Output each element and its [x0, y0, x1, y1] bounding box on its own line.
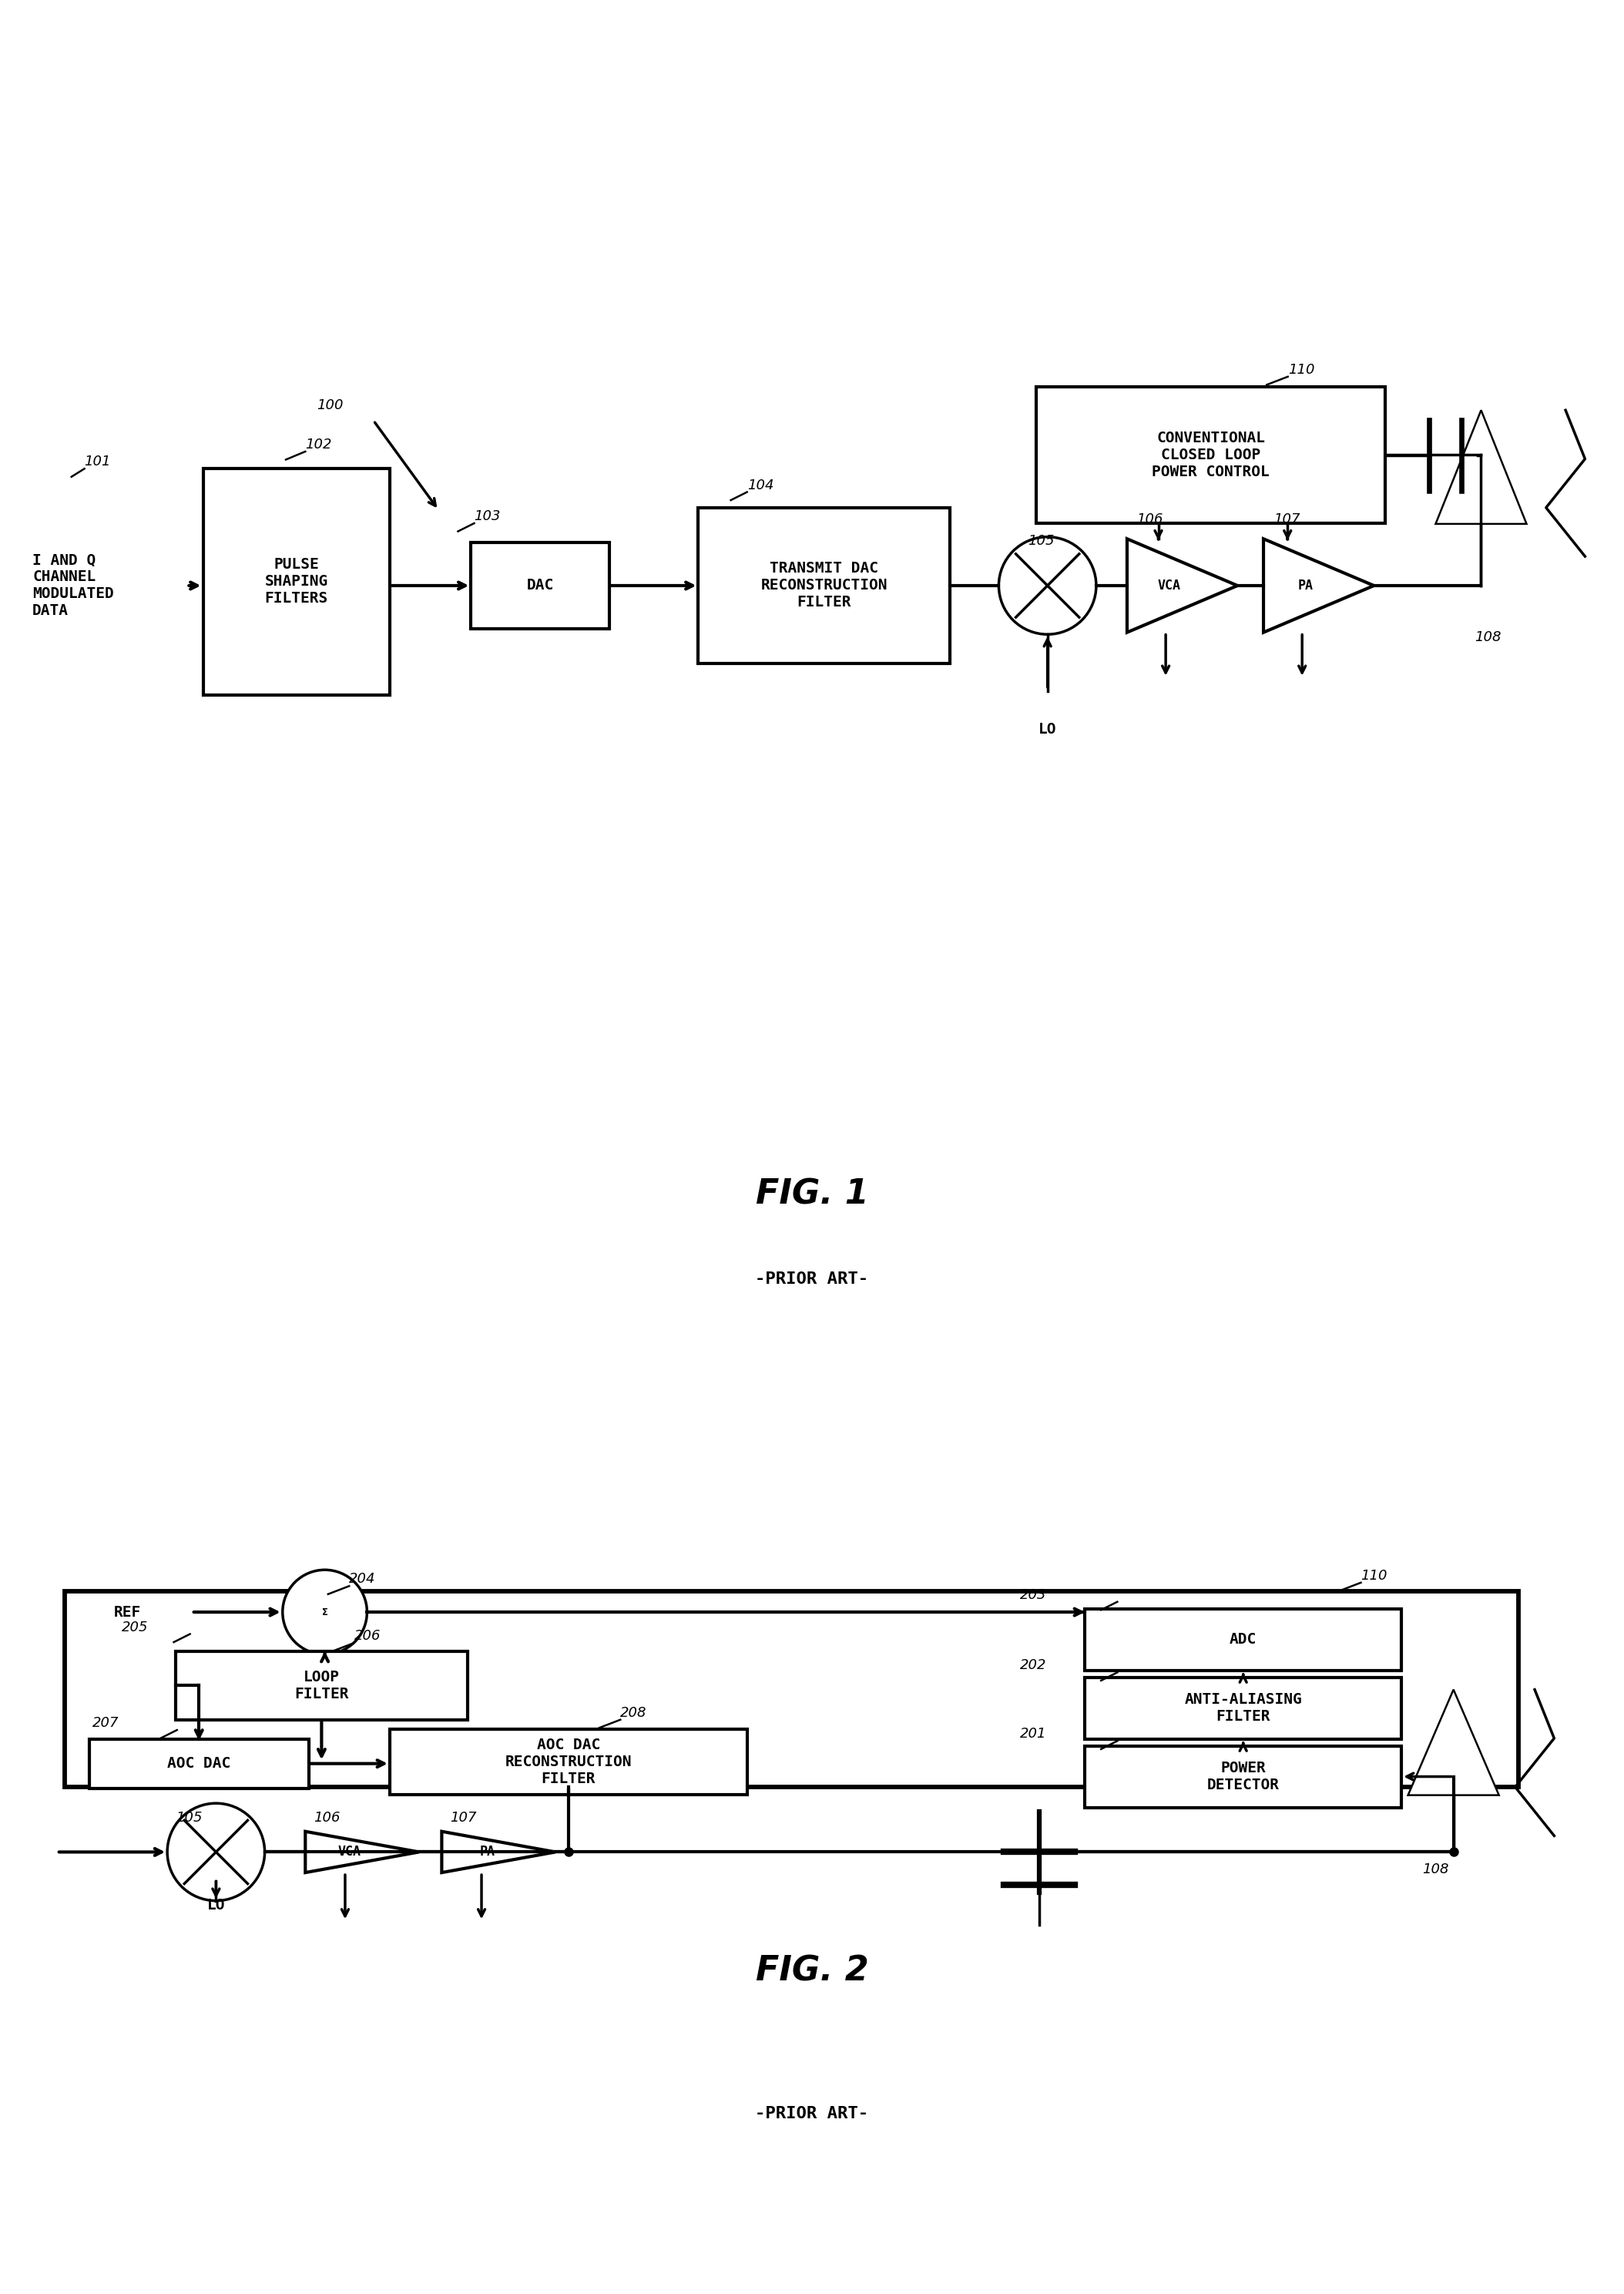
Text: PA: PA: [1298, 578, 1314, 592]
Text: POWER
DETECTOR: POWER DETECTOR: [1207, 1762, 1280, 1792]
Polygon shape: [1436, 411, 1527, 523]
Text: TRANSMIT DAC
RECONSTRUCTION
FILTER: TRANSMIT DAC RECONSTRUCTION FILTER: [760, 562, 888, 610]
Text: 103: 103: [474, 509, 500, 523]
Bar: [175, 1652, 468, 1720]
Text: 207: 207: [93, 1716, 119, 1730]
Text: 110: 110: [1288, 362, 1314, 376]
Text: PA: PA: [479, 1844, 495, 1858]
Text: LO: LO: [1038, 723, 1057, 736]
Polygon shape: [1263, 539, 1374, 633]
Text: 105: 105: [1028, 535, 1054, 548]
Text: FIG. 1: FIG. 1: [755, 1179, 869, 1211]
Text: DAC: DAC: [526, 578, 554, 592]
Text: 106: 106: [313, 1810, 339, 1824]
Polygon shape: [1408, 1691, 1499, 1796]
Text: 108: 108: [1475, 631, 1501, 645]
Polygon shape: [1127, 539, 1237, 633]
Text: REF: REF: [114, 1606, 141, 1620]
Text: 205: 205: [122, 1620, 148, 1633]
Bar: [698, 507, 950, 663]
Text: 105: 105: [175, 1810, 201, 1824]
Text: 204: 204: [349, 1571, 375, 1585]
Text: ADC: ADC: [1229, 1633, 1257, 1647]
Text: 201: 201: [1020, 1727, 1046, 1741]
Bar: [471, 544, 609, 629]
Text: AOC DAC: AOC DAC: [167, 1757, 231, 1771]
Text: AOC DAC
RECONSTRUCTION
FILTER: AOC DAC RECONSTRUCTION FILTER: [505, 1737, 632, 1787]
Text: 104: 104: [747, 477, 773, 491]
Circle shape: [167, 1803, 265, 1902]
Text: PULSE
SHAPING
FILTERS: PULSE SHAPING FILTERS: [265, 557, 328, 606]
Text: -PRIOR ART-: -PRIOR ART-: [755, 2106, 869, 2122]
Bar: [65, 1592, 1518, 1787]
Text: -PRIOR ART-: -PRIOR ART-: [755, 1271, 869, 1287]
Text: 106: 106: [1137, 512, 1163, 525]
Bar: [203, 468, 390, 695]
Text: 110: 110: [1361, 1569, 1387, 1583]
Polygon shape: [442, 1831, 555, 1872]
Text: Σ: Σ: [322, 1608, 328, 1617]
Text: LOOP
FILTER: LOOP FILTER: [294, 1670, 349, 1702]
Text: CONVENTIONAL
CLOSED LOOP
POWER CONTROL: CONVENTIONAL CLOSED LOOP POWER CONTROL: [1151, 431, 1270, 479]
Circle shape: [999, 537, 1096, 635]
Bar: [390, 1730, 747, 1794]
Bar: [1036, 388, 1385, 523]
Text: 108: 108: [1423, 1863, 1449, 1876]
Text: ANTI-ALIASING
FILTER: ANTI-ALIASING FILTER: [1184, 1693, 1302, 1723]
Bar: [1085, 1746, 1402, 1808]
Text: LO: LO: [206, 1897, 226, 1913]
Text: 102: 102: [305, 438, 331, 452]
Text: 100: 100: [317, 399, 343, 413]
Text: 208: 208: [620, 1707, 646, 1720]
Text: 101: 101: [84, 454, 110, 468]
Text: 107: 107: [1273, 512, 1299, 525]
Text: VCA: VCA: [1158, 578, 1181, 592]
Bar: [89, 1739, 309, 1789]
Text: 206: 206: [354, 1629, 380, 1643]
Bar: [1085, 1608, 1402, 1670]
Text: 203: 203: [1020, 1587, 1046, 1601]
Text: 202: 202: [1020, 1659, 1046, 1672]
Text: 107: 107: [450, 1810, 476, 1824]
Circle shape: [283, 1569, 367, 1654]
Bar: [1085, 1677, 1402, 1739]
Polygon shape: [305, 1831, 419, 1872]
Text: VCA: VCA: [338, 1844, 361, 1858]
Text: I AND Q
CHANNEL
MODULATED
DATA: I AND Q CHANNEL MODULATED DATA: [32, 553, 114, 619]
Text: FIG. 2: FIG. 2: [755, 1954, 869, 1989]
